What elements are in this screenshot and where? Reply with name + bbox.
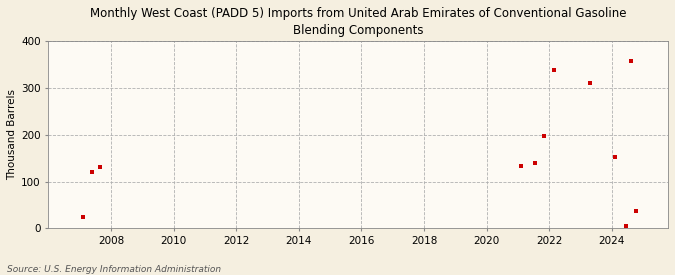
Point — [630, 208, 641, 213]
Point — [585, 81, 595, 85]
Text: Source: U.S. Energy Information Administration: Source: U.S. Energy Information Administ… — [7, 265, 221, 274]
Point — [539, 134, 550, 138]
Point — [78, 214, 88, 219]
Point — [95, 165, 105, 170]
Point — [548, 68, 559, 72]
Y-axis label: Thousand Barrels: Thousand Barrels — [7, 89, 17, 180]
Point — [626, 58, 637, 63]
Point — [516, 164, 526, 168]
Point — [87, 170, 98, 174]
Title: Monthly West Coast (PADD 5) Imports from United Arab Emirates of Conventional Ga: Monthly West Coast (PADD 5) Imports from… — [90, 7, 626, 37]
Point — [610, 155, 620, 159]
Point — [620, 224, 631, 228]
Point — [530, 161, 541, 165]
